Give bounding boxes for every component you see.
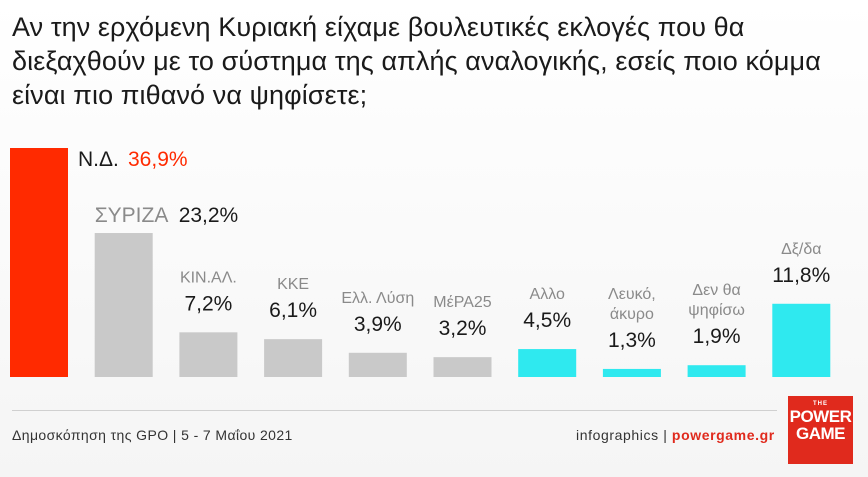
bar-value-3: 6,1% bbox=[269, 299, 317, 322]
bar-value-8: 1,9% bbox=[693, 325, 741, 348]
bar-label-1: ΣΥΡΙΖΑ bbox=[95, 204, 169, 227]
bar-label-7-line0: Λευκό, bbox=[608, 286, 656, 303]
source-note: Δημοσκόπηση της GPO | 5 - 7 Μαΐου 2021 bbox=[12, 427, 293, 443]
bar-label-9: Δξ/δα bbox=[781, 241, 821, 258]
bar-4 bbox=[348, 352, 407, 377]
bar-9 bbox=[772, 303, 831, 377]
bar-7 bbox=[602, 368, 661, 377]
bar-label-3: ΚΚΕ bbox=[277, 276, 309, 293]
powergame-logo: THE POWER GAME bbox=[788, 396, 853, 464]
credit-site-link[interactable]: powergame.gr bbox=[671, 427, 775, 443]
credit-prefix: infographics bbox=[576, 427, 659, 443]
bar-value-9: 11,8% bbox=[772, 264, 830, 287]
bar-label-4: Ελλ. Λύση bbox=[341, 290, 414, 307]
bar-label-0: Ν.Δ. bbox=[78, 148, 119, 171]
bar-5 bbox=[433, 357, 492, 377]
bar-value-7: 1,3% bbox=[608, 329, 656, 352]
bar-value-4: 3,9% bbox=[354, 313, 402, 336]
bar-2 bbox=[179, 332, 238, 377]
chart-title: Αν την ερχόμενη Κυριακή είχαμε βουλευτικ… bbox=[12, 12, 821, 110]
bar-value-5: 3,2% bbox=[439, 317, 487, 340]
logo-line1: POWER bbox=[789, 407, 852, 426]
bar-label-2: ΚΙΝ.ΑΛ. bbox=[180, 269, 237, 286]
logo-top-text: THE bbox=[813, 401, 828, 407]
footer-divider bbox=[12, 410, 777, 411]
bar-value-0: 36,9% bbox=[128, 148, 188, 171]
bar-label-6: Αλλο bbox=[530, 286, 565, 303]
bar-3 bbox=[264, 339, 323, 377]
bar-8 bbox=[687, 365, 746, 377]
bar-0 bbox=[10, 148, 68, 377]
bar-label-8-line1: ψηφίσω bbox=[688, 302, 745, 319]
bar-value-6: 4,5% bbox=[523, 309, 571, 332]
logo-line2: GAME bbox=[796, 424, 846, 443]
bar-label-7-line1: άκυρο bbox=[610, 306, 654, 323]
bar-value-2: 7,2% bbox=[184, 292, 232, 315]
bar-label-5: ΜέΡΑ25 bbox=[433, 294, 492, 311]
bar-value-1: 23,2% bbox=[179, 204, 239, 227]
bar-1 bbox=[94, 233, 153, 377]
bar-chart: Ν.Δ. 36,9% ΣΥΡΙΖΑ 23,2% ΚΙΝ.ΑΛ. 7,2% ΚΚΕ 6,1% Ελ… bbox=[10, 148, 831, 377]
bar-label-8-line0: Δεν θα bbox=[692, 282, 740, 299]
credit-line: infographics | powergame.gr bbox=[576, 427, 775, 443]
credit-separator: | bbox=[658, 427, 672, 443]
bar-6 bbox=[518, 349, 577, 377]
